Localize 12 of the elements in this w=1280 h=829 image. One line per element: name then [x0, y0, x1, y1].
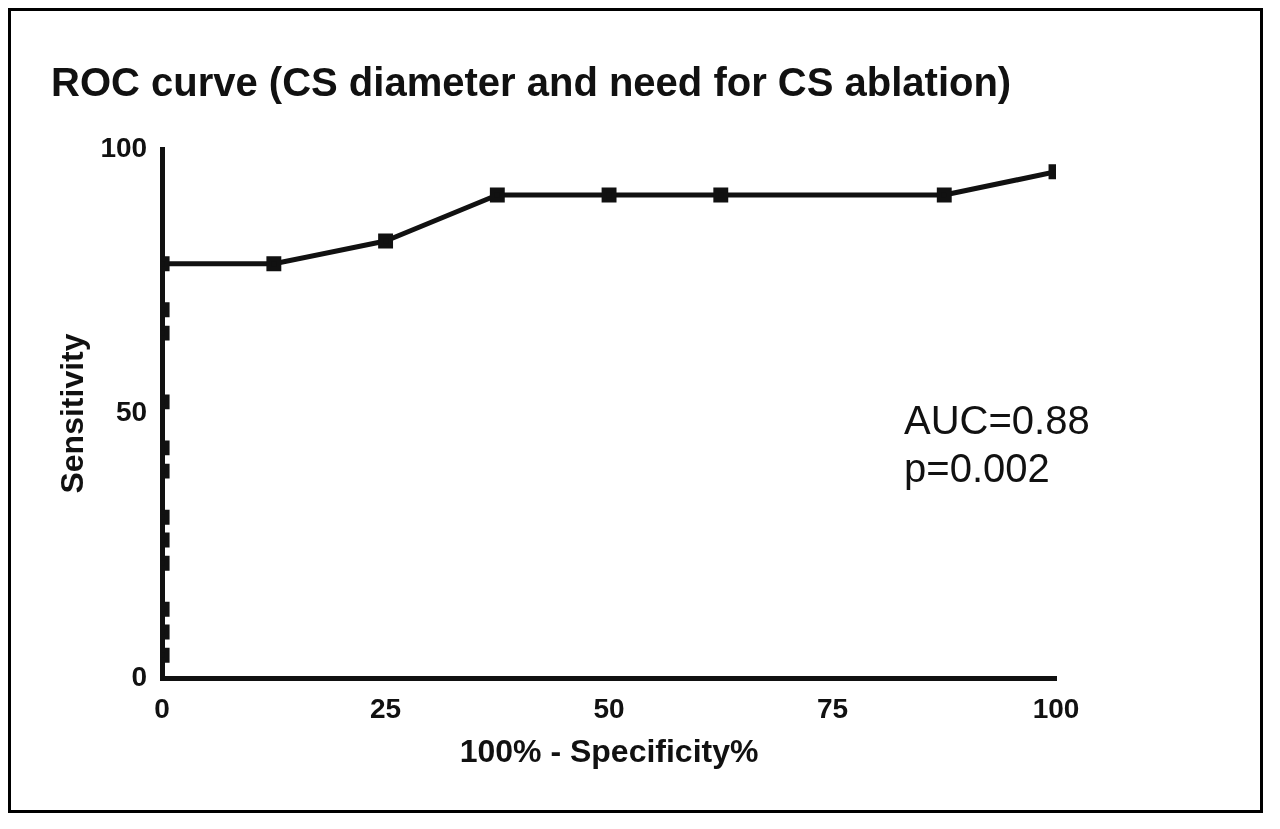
y-tick-label: 50 [115, 396, 148, 428]
x-axis-title: 100% - Specificity% [459, 732, 759, 769]
x-tick-label: 25 [370, 692, 402, 724]
chart-title: ROC curve (CS diameter and need for CS ablation) [51, 60, 1012, 105]
x-tick-label: 0 [154, 692, 170, 724]
x-tick-label: 50 [593, 692, 625, 724]
y-tick-label: 0 [131, 660, 148, 692]
y-axis-title: Sensitivity [54, 333, 91, 494]
x-tick-label: 100 [1032, 692, 1080, 724]
x-tick-label: 75 [816, 692, 849, 724]
y-tick-label: 100 [100, 131, 148, 163]
annotation: AUC=0.88 p=0.002 [904, 397, 1090, 490]
